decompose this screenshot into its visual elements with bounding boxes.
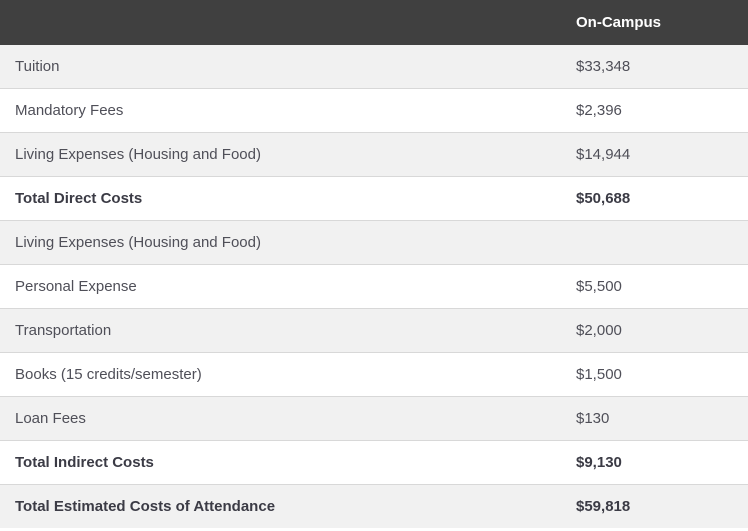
column-header-empty: [0, 0, 561, 45]
row-value-living-expenses-indirect: [561, 220, 748, 265]
row-label-tuition: Tuition: [0, 45, 561, 89]
row-value-tuition: $33,348: [561, 45, 748, 89]
row-value-total-direct-costs: $50,688: [561, 176, 748, 221]
row-label-total-estimated-costs: Total Estimated Costs of Attendance: [0, 484, 561, 528]
table-row: Personal Expense $5,500: [0, 264, 748, 309]
table-header-row: On-Campus: [0, 0, 748, 45]
row-label-living-expenses-direct: Living Expenses (Housing and Food): [0, 132, 561, 177]
table-row: Transportation $2,000: [0, 308, 748, 353]
table-row: Living Expenses (Housing and Food) $14,9…: [0, 132, 748, 177]
table-row: Loan Fees $130: [0, 396, 748, 441]
row-value-books: $1,500: [561, 352, 748, 397]
row-value-transportation: $2,000: [561, 308, 748, 353]
table-row: Books (15 credits/semester) $1,500: [0, 352, 748, 397]
table-row-total-indirect: Total Indirect Costs $9,130: [0, 440, 748, 485]
row-value-living-expenses-direct: $14,944: [561, 132, 748, 177]
table-row: Tuition $33,348: [0, 45, 748, 89]
row-label-transportation: Transportation: [0, 308, 561, 353]
row-label-books: Books (15 credits/semester): [0, 352, 561, 397]
row-value-loan-fees: $130: [561, 396, 748, 441]
row-label-living-expenses-indirect: Living Expenses (Housing and Food): [0, 220, 561, 265]
row-label-total-direct-costs: Total Direct Costs: [0, 176, 561, 221]
row-value-personal-expense: $5,500: [561, 264, 748, 309]
row-label-mandatory-fees: Mandatory Fees: [0, 88, 561, 133]
table-row: Living Expenses (Housing and Food): [0, 220, 748, 265]
table-row-total-direct: Total Direct Costs $50,688: [0, 176, 748, 221]
row-value-total-estimated-costs: $59,818: [561, 484, 748, 528]
row-label-total-indirect-costs: Total Indirect Costs: [0, 440, 561, 485]
row-label-personal-expense: Personal Expense: [0, 264, 561, 309]
table-row: Mandatory Fees $2,396: [0, 88, 748, 133]
column-header-oncampus: On-Campus: [561, 0, 748, 45]
row-value-mandatory-fees: $2,396: [561, 88, 748, 133]
table-row-total-estimated: Total Estimated Costs of Attendance $59,…: [0, 484, 748, 528]
row-value-total-indirect-costs: $9,130: [561, 440, 748, 485]
row-label-loan-fees: Loan Fees: [0, 396, 561, 441]
